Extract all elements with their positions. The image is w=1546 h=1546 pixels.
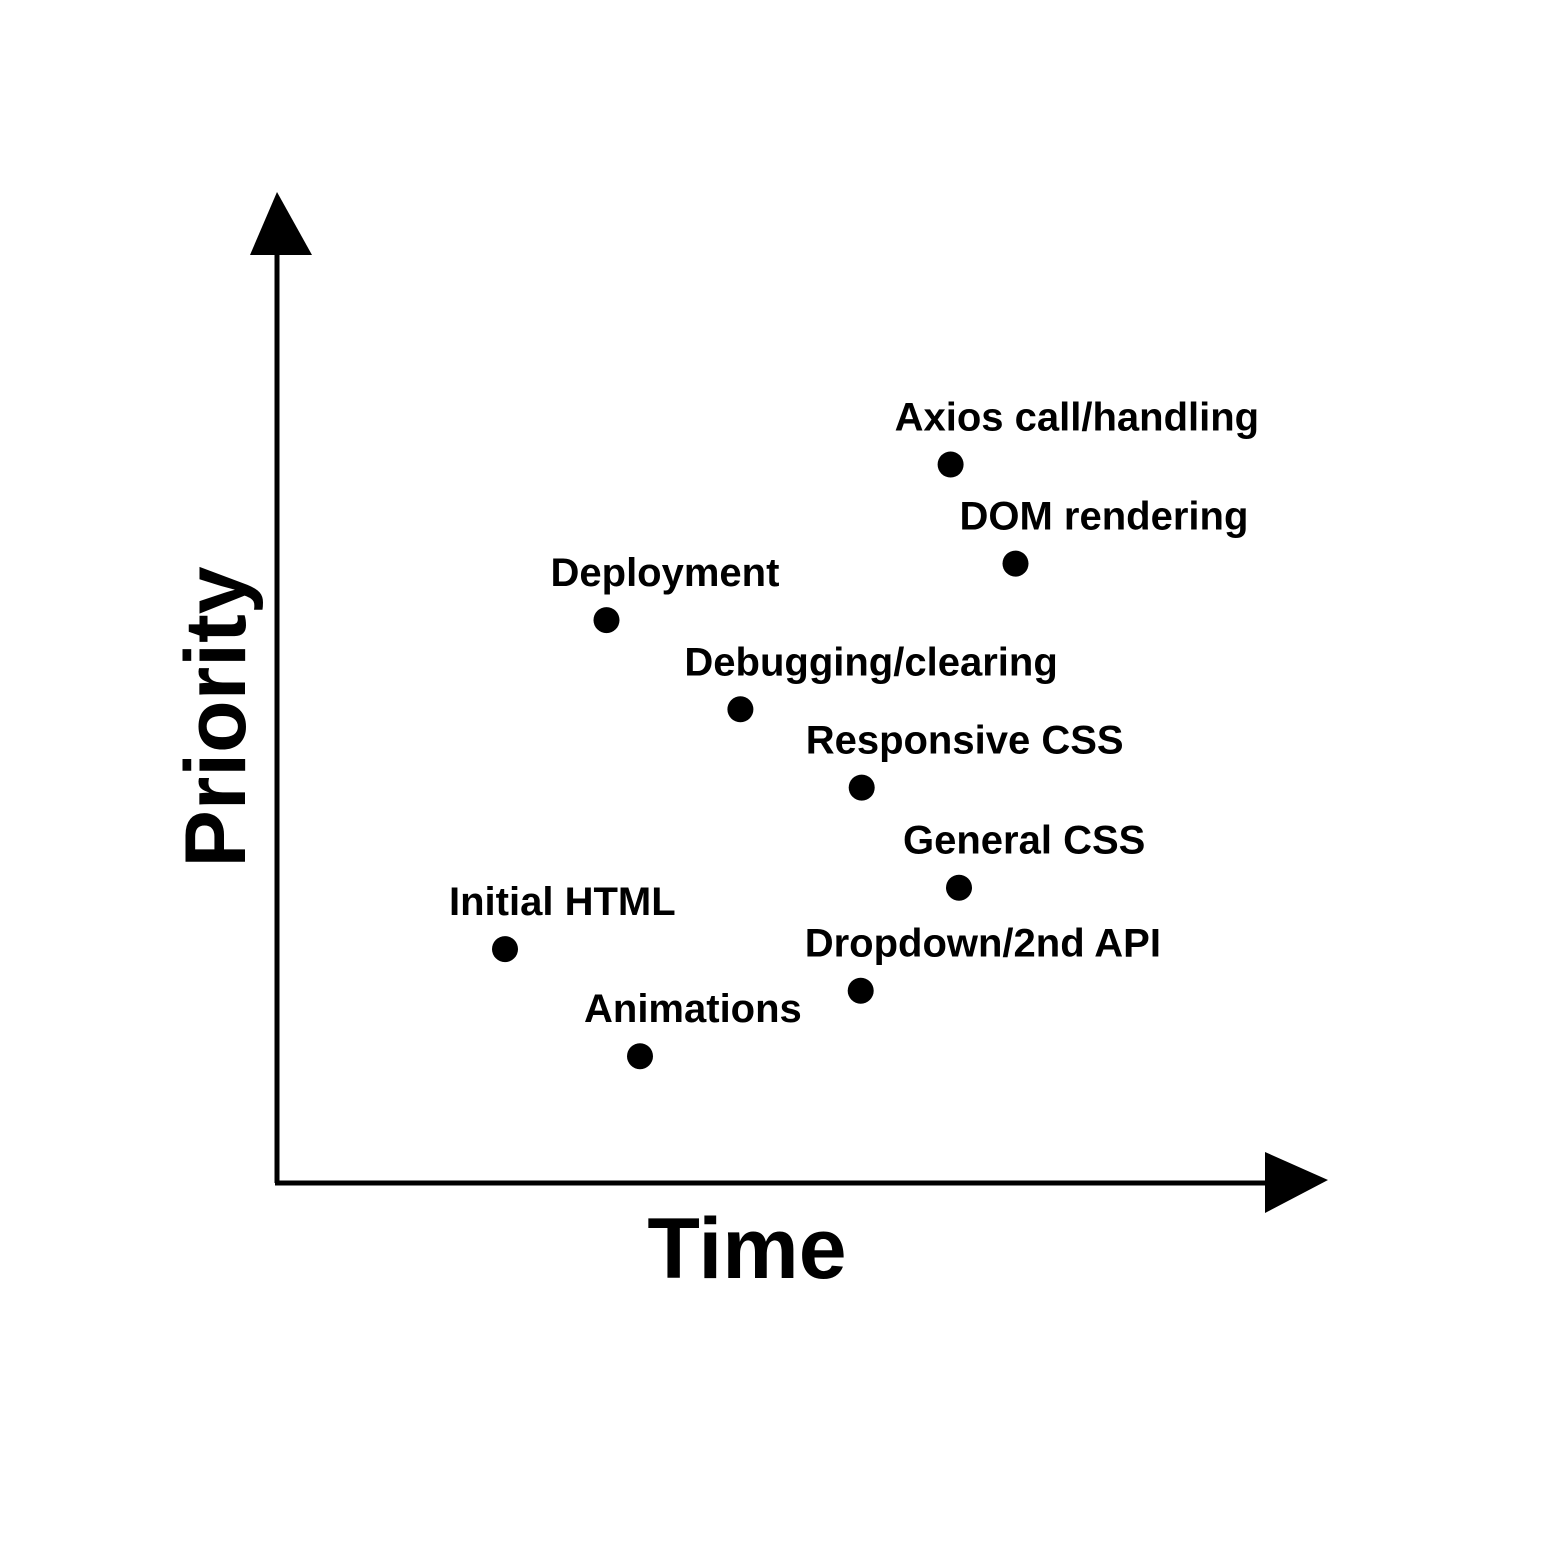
data-label-deployment: Deployment xyxy=(551,551,780,595)
data-points-layer: Axios call/handling DOM rendering Deployme… xyxy=(449,396,1259,1070)
x-axis-arrow xyxy=(1265,1152,1328,1213)
data-point-animations xyxy=(627,1043,653,1070)
data-point-responsive-css xyxy=(848,774,875,801)
data-point-deployment xyxy=(593,607,620,634)
y-axis-arrow xyxy=(250,192,312,255)
data-point-initial-html xyxy=(492,936,518,963)
data-label-initial-html: Initial HTML xyxy=(449,880,676,924)
data-point-dom-rendering xyxy=(1002,550,1029,577)
data-label-dropdown-2nd-api: Dropdown/2nd API xyxy=(805,922,1161,966)
data-point-axios-call-handling xyxy=(937,451,964,478)
data-label-responsive-css: Responsive CSS xyxy=(806,719,1124,763)
y-axis-title: Priority xyxy=(168,566,264,867)
data-label-axios-call-handling: Axios call/handling xyxy=(895,396,1260,440)
data-point-dropdown-2nd-api xyxy=(847,977,874,1004)
data-label-debugging-clearing: Debugging/clearing xyxy=(684,640,1057,684)
x-axis-title: Time xyxy=(647,1201,846,1297)
data-point-general-css xyxy=(946,874,972,901)
data-label-general-css: General CSS xyxy=(903,819,1145,863)
data-point-debugging-clearing xyxy=(727,696,754,723)
data-label-dom-rendering: DOM rendering xyxy=(960,495,1249,539)
data-label-animations: Animations xyxy=(584,987,802,1031)
